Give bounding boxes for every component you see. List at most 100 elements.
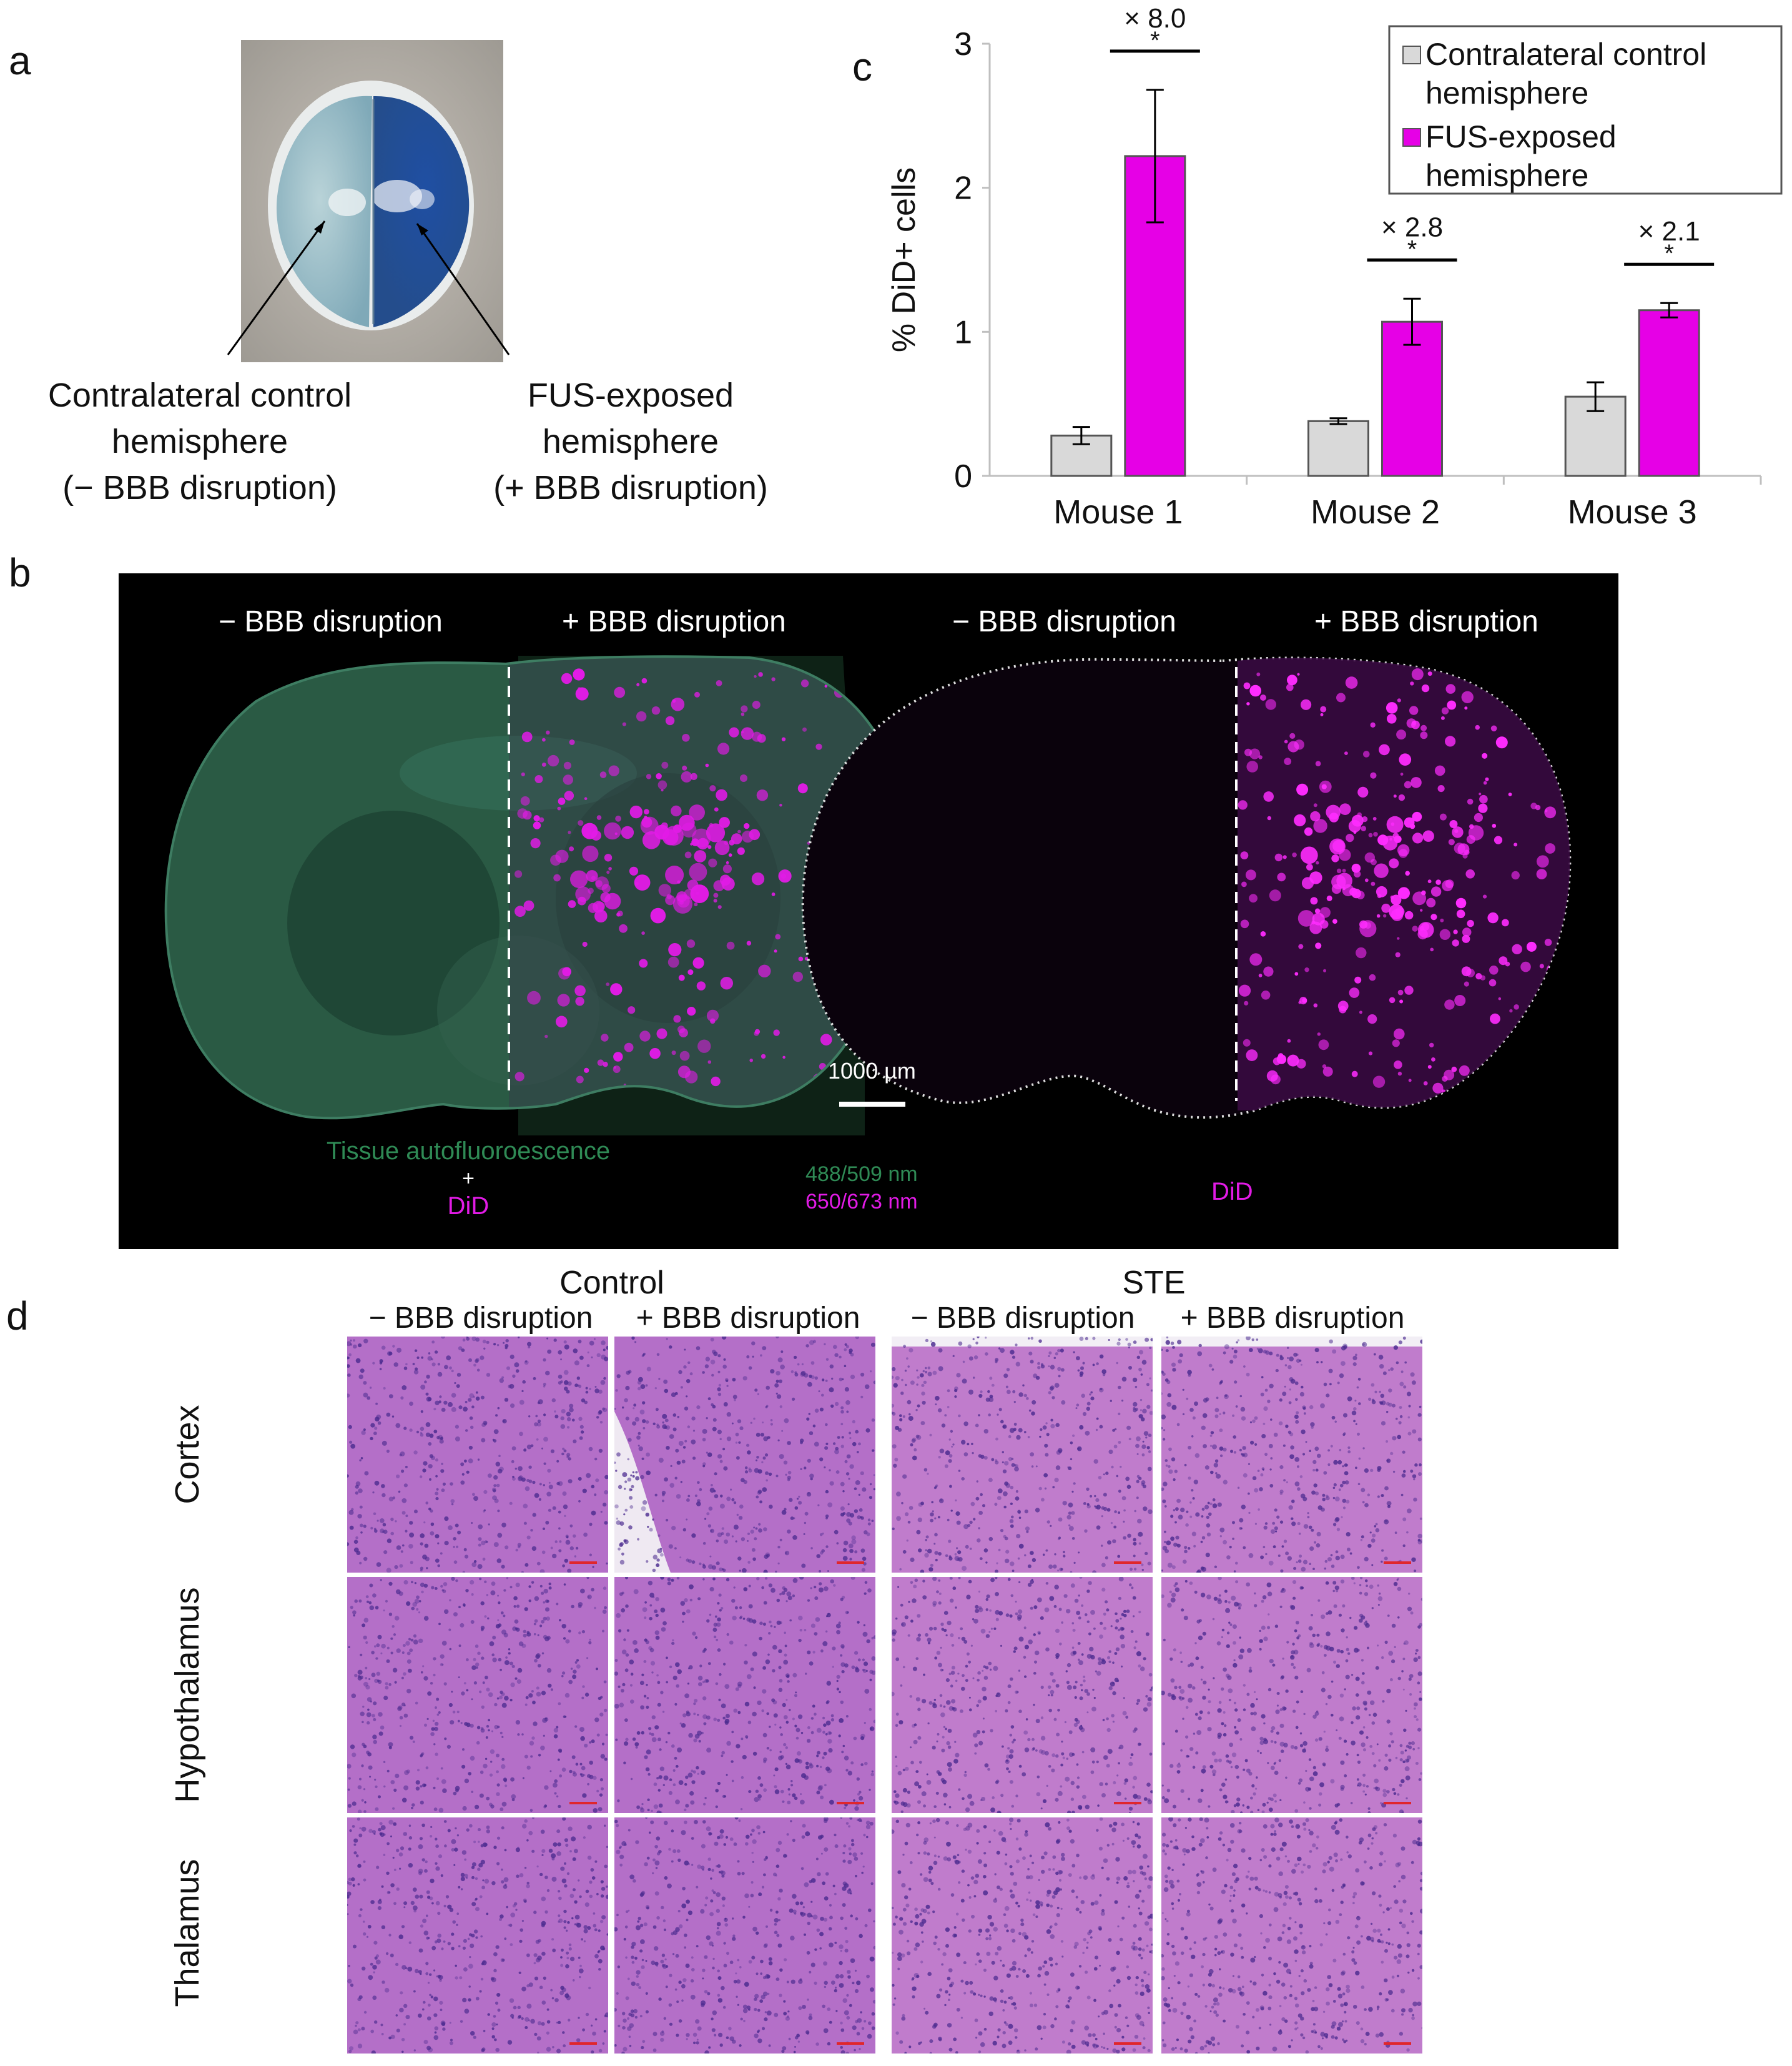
did-signal-dot xyxy=(1322,1066,1333,1077)
group-ste: STE xyxy=(1122,1265,1186,1301)
did-signal-dot xyxy=(1397,887,1410,899)
did-signal-dot xyxy=(690,773,697,780)
did-signal-dot xyxy=(553,874,561,882)
did-signal-dot xyxy=(749,1059,753,1062)
he-tile-cortex-ste-neg xyxy=(892,1337,1153,1573)
did-signal-dot xyxy=(1310,811,1321,822)
did-signal-dot xyxy=(716,789,727,801)
did-signal-dot xyxy=(636,683,640,686)
panel-a-arrows xyxy=(227,220,510,355)
did-signal-dot xyxy=(1313,803,1317,808)
he-tile-thalamus-control-neg xyxy=(347,1817,608,2054)
did-signal-dot xyxy=(1479,793,1482,796)
did-signal-dot xyxy=(1339,803,1351,815)
did-signal-dot xyxy=(1539,964,1544,969)
he-tile-thalamus-ste-neg xyxy=(892,1817,1153,2054)
he-tile-cortex-control-pos xyxy=(614,1337,875,1573)
did-signal-dot xyxy=(1440,918,1444,922)
did-signal-dot xyxy=(728,853,732,857)
did-signal-dot xyxy=(1336,868,1342,874)
did-signal-dot xyxy=(1368,1051,1373,1055)
did-signal-dot xyxy=(1320,706,1327,713)
did-signal-dot xyxy=(527,991,541,1005)
right-legend: DiD xyxy=(1211,1178,1253,1205)
did-signal-dot xyxy=(1475,973,1482,980)
did-signal-dot xyxy=(1382,835,1398,851)
did-signal-dot xyxy=(588,902,598,913)
did-signal-dot xyxy=(771,892,775,896)
did-signal-dot xyxy=(1508,793,1512,796)
did-signal-dot xyxy=(1287,1039,1291,1043)
did-signal-dot xyxy=(694,902,698,907)
did-signal-dot xyxy=(1479,794,1488,804)
did-signal-dot xyxy=(1267,816,1272,821)
did-signal-dot xyxy=(1409,706,1419,715)
did-signal-dot xyxy=(781,737,786,741)
did-signal-dot xyxy=(773,1029,780,1036)
did-signal-dot xyxy=(752,731,762,742)
left-neg-label: − BBB disruption xyxy=(219,605,443,638)
did-signal-dot xyxy=(1421,684,1430,693)
did-signal-dot xyxy=(1263,791,1274,802)
did-signal-dot xyxy=(1370,722,1376,728)
did-signal-dot xyxy=(797,783,808,794)
did-signal-dot xyxy=(1332,839,1345,853)
did-signal-dot xyxy=(1261,991,1271,1000)
did-signal-dot xyxy=(573,668,585,681)
did-signal-dot xyxy=(1406,718,1417,728)
did-signal-dot xyxy=(1489,979,1497,987)
did-signal-dot xyxy=(1246,1049,1258,1061)
did-signal-dot xyxy=(737,829,741,834)
did-signal-dot xyxy=(1405,871,1410,876)
did-signal-dot xyxy=(1410,681,1414,686)
did-signal-dot xyxy=(656,773,662,779)
did-signal-dot xyxy=(1404,986,1414,995)
did-signal-dot xyxy=(514,906,526,917)
did-signal-dot xyxy=(754,1031,759,1036)
did-signal-dot xyxy=(533,815,540,822)
did-signal-dot xyxy=(646,774,652,779)
did-signal-dot xyxy=(1459,1065,1470,1076)
did-signal-dot xyxy=(1310,897,1318,905)
did-signal-dot xyxy=(1363,751,1370,758)
did-signal-dot xyxy=(1435,879,1441,885)
did-signal-dot xyxy=(717,743,730,755)
did-signal-dot xyxy=(1478,803,1488,813)
did-signal-dot xyxy=(584,833,589,838)
did-signal-dot xyxy=(1298,944,1304,949)
did-signal-dot xyxy=(758,964,771,977)
he-tile-hypothalamus-ste-neg xyxy=(892,1577,1153,1813)
did-signal-dot xyxy=(1249,748,1261,759)
did-signal-dot xyxy=(514,1072,524,1082)
did-signal-dot xyxy=(1249,894,1258,903)
did-signal-dot xyxy=(542,738,546,742)
did-signal-dot xyxy=(610,983,623,996)
did-signal-dot xyxy=(1304,827,1313,836)
did-signal-dot xyxy=(517,808,528,819)
did-signal-dot xyxy=(1297,910,1315,927)
did-signal-dot xyxy=(594,909,608,922)
did-signal-dot xyxy=(726,941,735,950)
did-signal-dot xyxy=(1289,733,1296,739)
did-signal-dot xyxy=(1477,680,1485,688)
did-signal-dot xyxy=(1326,895,1332,901)
did-signal-dot xyxy=(1543,1029,1547,1032)
did-signal-dot xyxy=(1301,699,1312,710)
did-signal-dot xyxy=(1256,672,1261,676)
did-signal-dot xyxy=(650,907,666,924)
did-signal-dot xyxy=(1300,846,1318,864)
did-signal-dot xyxy=(1315,761,1321,766)
did-signal-dot xyxy=(613,1052,623,1062)
significance-star: * xyxy=(1150,27,1160,54)
did-signal-dot xyxy=(1316,861,1319,865)
did-signal-dot xyxy=(1274,853,1282,862)
did-signal-dot xyxy=(601,1034,609,1042)
did-signal-dot xyxy=(591,876,596,881)
did-signal-dot xyxy=(1372,1075,1386,1088)
did-signal-dot xyxy=(1495,736,1508,749)
did-signal-dot xyxy=(782,1055,785,1059)
did-signal-dot xyxy=(676,891,687,902)
did-signal-dot xyxy=(1412,833,1424,844)
did-signal-dot xyxy=(1379,744,1390,756)
did-signal-dot xyxy=(1376,886,1387,897)
